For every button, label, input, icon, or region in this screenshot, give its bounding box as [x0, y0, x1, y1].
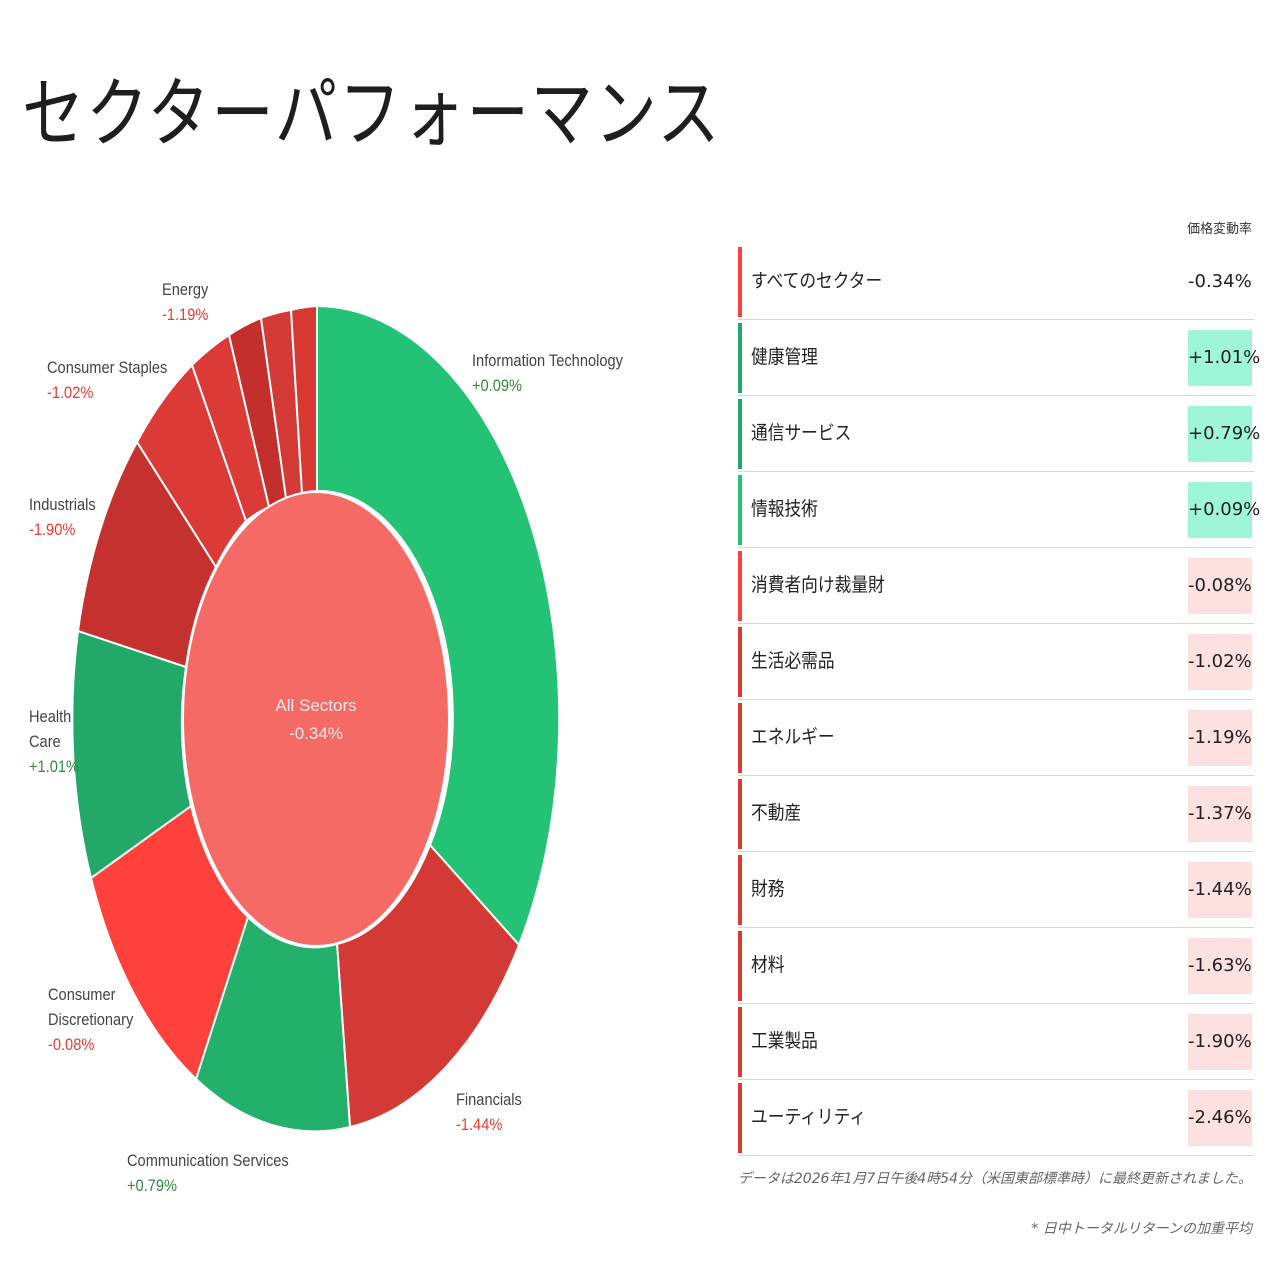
table-row[interactable]: すべてのセクター -0.34% [738, 245, 1254, 320]
sector-change-value: -1.63% [1188, 938, 1252, 994]
label-value: -1.02% [47, 383, 94, 402]
table-row[interactable]: 消費者向け裁量財 -0.08% [738, 549, 1254, 624]
sector-name: 消費者向け裁量財 [751, 574, 885, 596]
table-row[interactable]: 工業製品 -1.90% [738, 1005, 1254, 1080]
sector-change-value: -0.08% [1188, 558, 1252, 614]
table-row[interactable]: 健康管理 +1.01% [738, 321, 1260, 396]
sector-color-bar [738, 1083, 742, 1153]
table-row[interactable]: 不動産 -1.37% [738, 777, 1254, 852]
donut-svg [71, 305, 561, 1133]
sector-color-bar [738, 931, 742, 1001]
label-name: Communication Services [127, 1151, 289, 1170]
sector-change-value: +0.79% [1188, 406, 1260, 462]
table-row[interactable]: 材料 -1.63% [738, 929, 1254, 1004]
label-consumer-staples: Consumer Staples -1.02% [47, 355, 167, 405]
label-health-care: Health Care +1.01% [29, 704, 80, 779]
label-consumer-discretionary: Consumer Discretionary -0.08% [48, 982, 134, 1057]
label-financials: Financials -1.44% [456, 1087, 522, 1137]
weighted-average-note: * 日中トータルリターンの加重平均 [1031, 1221, 1252, 1237]
sector-color-bar [738, 627, 742, 697]
sector-color-bar [738, 475, 742, 545]
table-row[interactable]: 生活必需品 -1.02% [738, 625, 1254, 700]
label-name: Information Technology [472, 351, 623, 370]
sector-name: 生活必需品 [751, 650, 835, 672]
page-title: セクターパフォーマンス [22, 69, 722, 158]
sector-name: 通信サービス [751, 422, 852, 444]
sector-name: 財務 [751, 878, 785, 900]
label-name: Financials [456, 1090, 522, 1109]
sector-name: ユーティリティ [751, 1106, 867, 1128]
table-row[interactable]: ユーティリティ -2.46% [738, 1081, 1254, 1156]
label-value: +0.09% [472, 376, 523, 395]
label-value: +1.01% [29, 757, 80, 776]
slice-consumer-discretionary[interactable] [90, 805, 249, 1080]
label-value: -1.90% [29, 520, 76, 539]
sector-color-bar [738, 551, 742, 621]
sector-color-bar [738, 855, 742, 925]
table-row[interactable]: 通信サービス +0.79% [738, 397, 1260, 472]
label-name: Consumer Discretionary [48, 985, 134, 1029]
last-updated-note: データは2026年1月7日午後4時54分（米国東部標準時）に最終更新されました。 [737, 1171, 1252, 1187]
label-value: -0.08% [48, 1035, 95, 1054]
label-value: +0.79% [127, 1176, 178, 1195]
center-label-value: -0.34% [289, 724, 343, 743]
sector-change-value: +0.09% [1188, 482, 1260, 538]
label-value: -1.19% [162, 305, 209, 324]
sector-color-bar [738, 399, 742, 469]
slice-all-sectors-center[interactable] [182, 491, 450, 947]
sector-change-value: -1.19% [1188, 710, 1252, 766]
label-name: Consumer Staples [47, 358, 168, 377]
sector-change-value: -1.37% [1188, 786, 1252, 842]
sector-name: 工業製品 [751, 1030, 818, 1052]
label-industrials: Industrials -1.90% [29, 492, 96, 542]
sector-change-value: -1.90% [1188, 1014, 1252, 1070]
sector-color-bar [738, 779, 742, 849]
sector-donut-chart: All Sectors -0.34% Information Technolog… [0, 260, 680, 1220]
sector-name: 不動産 [751, 802, 802, 824]
sector-change-value: -0.34% [1188, 271, 1252, 292]
slice-information-technology[interactable] [316, 305, 561, 946]
sector-name: 健康管理 [751, 346, 818, 368]
sector-name: 材料 [751, 954, 785, 976]
sector-color-bar [738, 1007, 742, 1077]
sector-name: 情報技術 [751, 498, 818, 520]
sector-name: すべてのセクター [751, 270, 883, 292]
label-name: Health Care [29, 707, 72, 751]
table-row[interactable]: 財務 -1.44% [738, 853, 1254, 928]
label-communication-services: Communication Services +0.79% [127, 1148, 289, 1198]
sector-color-bar [738, 247, 742, 317]
column-header-price-change: 価格変動率 [1186, 222, 1252, 237]
sector-name: エネルギー [751, 726, 835, 748]
label-information-technology: Information Technology +0.09% [472, 348, 623, 398]
sector-change-value: +1.01% [1188, 330, 1260, 386]
label-name: Energy [162, 280, 209, 299]
table-row[interactable]: 情報技術 +0.09% [738, 473, 1260, 548]
sector-change-value: -1.02% [1188, 634, 1252, 690]
center-label-name: All Sectors [275, 696, 357, 715]
sector-color-bar [738, 703, 742, 773]
center-label: All Sectors -0.34% [236, 692, 396, 748]
sector-change-value: -2.46% [1188, 1090, 1252, 1146]
slice-financials[interactable] [336, 844, 520, 1128]
label-name: Industrials [29, 495, 96, 514]
sector-table: 価格変動率 すべてのセクター -0.34% 健康管理 +1.01% 通信サービス +0.7… [738, 215, 1260, 1157]
label-value: -1.44% [456, 1115, 503, 1134]
sector-color-bar [738, 323, 742, 393]
sector-change-value: -1.44% [1188, 862, 1252, 918]
label-energy: Energy -1.19% [162, 277, 208, 327]
table-row[interactable]: エネルギー -1.19% [738, 701, 1254, 776]
